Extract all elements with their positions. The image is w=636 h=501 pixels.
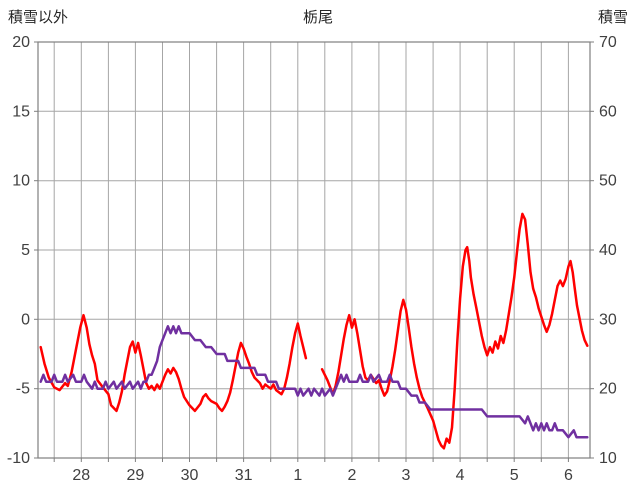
plot-border	[37, 41, 591, 459]
chart-title: 栃尾	[302, 9, 333, 26]
x-axis-tick-label: 5	[510, 467, 519, 484]
right-axis-tick-label: 50	[599, 173, 617, 190]
x-axis-tick-label: 3	[402, 467, 411, 484]
left-axis-tick-label: -10	[7, 450, 30, 467]
right-axis-tick-label: 30	[599, 311, 617, 328]
x-axis-tick-label: 31	[235, 467, 253, 484]
left-axis-tick-label: 0	[21, 311, 30, 328]
x-axis-tick-label: 30	[181, 467, 199, 484]
right-axis-tick-label: 60	[599, 103, 617, 120]
right-axis-tick-label: 20	[599, 381, 617, 398]
series-line-temperature	[320, 212, 589, 450]
x-axis-tick-label: 2	[347, 467, 356, 484]
x-axis-tick-label: 28	[72, 467, 90, 484]
x-axis-tick-label: 1	[293, 467, 302, 484]
left-axis-tick-label: 5	[21, 242, 30, 259]
left-axis-title: 積雪以外	[8, 9, 69, 26]
right-axis-title: 積雪	[597, 9, 628, 26]
x-axis-tick-label: 4	[456, 467, 465, 484]
left-axis-tick-label: 15	[12, 103, 30, 120]
x-axis-tick-label: 6	[564, 467, 573, 484]
series-line-snow	[39, 325, 589, 439]
right-axis-tick-label: 40	[599, 242, 617, 259]
left-axis-tick-label: 20	[12, 34, 30, 51]
right-axis-tick-label: 70	[599, 34, 617, 51]
left-axis-tick-label: 10	[12, 173, 30, 190]
left-axis-tick-label: -5	[16, 381, 30, 398]
x-axis-tick-label: 29	[127, 467, 145, 484]
right-axis-tick-label: 10	[599, 450, 617, 467]
series-line-temperature	[39, 313, 308, 413]
